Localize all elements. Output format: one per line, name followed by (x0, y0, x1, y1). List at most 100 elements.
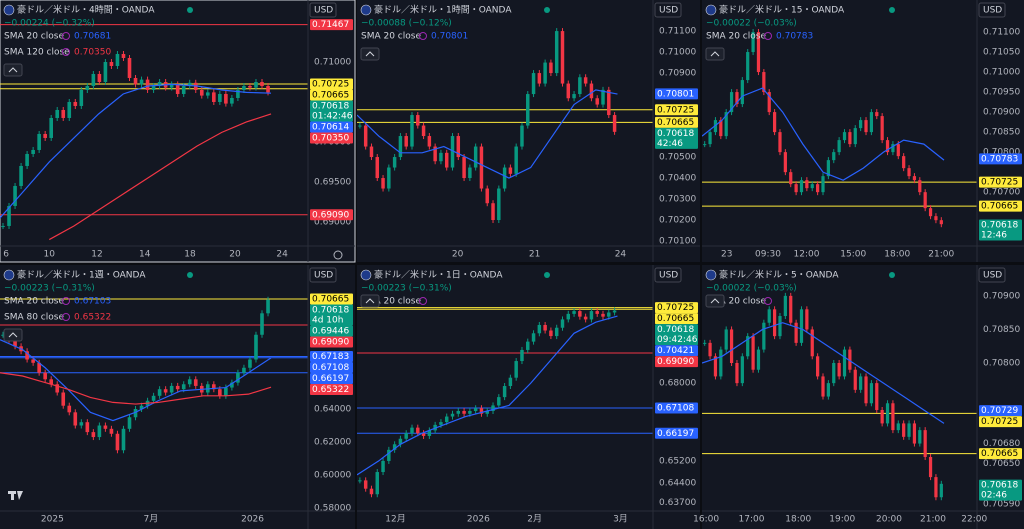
collapse-button[interactable] (3, 63, 23, 77)
price-tag-label: 0.70665 (657, 314, 694, 324)
panel-background (0, 0, 356, 263)
collapse-icon (365, 51, 375, 57)
indicator-value: 0.70801 (431, 32, 468, 42)
x-tick-label: 18 (184, 250, 196, 260)
logo-part (17, 491, 23, 500)
price-tag-label: 0.66197 (657, 429, 694, 439)
price-tag (310, 78, 353, 90)
sma-line (48, 113, 272, 241)
x-tick-label: 09:30 (755, 250, 781, 260)
currency-button[interactable] (978, 267, 1006, 283)
symbol-flag (3, 269, 15, 281)
currency-label: USD (314, 6, 333, 16)
collapse-button[interactable] (705, 47, 725, 61)
chart-title: 豪ドル／米ドル・1日・OANDA (374, 269, 503, 281)
currency-button[interactable] (309, 2, 337, 18)
chart-panel: 0.71100 0.71050 0.71000 0.70950 0.70900 0.708… (702, 0, 1024, 262)
y-tick-label: 0.70400 (659, 174, 696, 184)
currency-button[interactable] (654, 2, 682, 18)
price-tag (979, 448, 1022, 460)
price-tag (655, 88, 698, 100)
indicator-value: 0.70350 (74, 48, 111, 58)
collapse-button[interactable] (705, 294, 725, 308)
price-tag-label: 0.70725 (981, 417, 1018, 427)
price-tag-note: 4d 10h (312, 316, 343, 326)
collapse-button[interactable] (3, 328, 23, 342)
price-tag-label: 0.70725 (981, 178, 1018, 188)
chart-panel: 0.680000.640000.620000.600000.580000.706… (0, 265, 355, 529)
currency-button[interactable] (978, 2, 1006, 18)
y-tick-label: 0.70900 (659, 69, 696, 79)
x-tick-label: 20 (229, 250, 241, 260)
indicator-value: 0.70783 (776, 32, 813, 42)
chart-title: 豪ドル／米ドル・15・OANDA (719, 4, 845, 16)
price-tag (655, 427, 698, 439)
y-tick-label: 0.65200 (659, 456, 696, 466)
price-tag (979, 479, 1022, 501)
currency-button[interactable] (654, 267, 682, 283)
settings-icon[interactable] (333, 250, 343, 260)
y-tick-label: 0.70500 (659, 153, 696, 163)
panel-background (702, 265, 1024, 529)
price-tag-label: 0.70665 (312, 295, 349, 305)
price-tag-label: 0.69090 (312, 210, 349, 220)
price-tag-label: 0.70618 (981, 220, 1018, 230)
y-tick-label: 0.64000 (314, 405, 351, 415)
price-change: −0.00223 (−0.31%) (4, 284, 95, 294)
plot-area (702, 29, 977, 228)
indicator-icon (419, 32, 427, 40)
price-tag (310, 304, 353, 326)
status-dot (544, 7, 550, 13)
status-dot (544, 272, 550, 278)
price-tag-label: 0.70665 (657, 118, 694, 128)
indicator-name: SMA 20 close (706, 297, 766, 307)
collapse-icon (710, 298, 720, 304)
price-tag (655, 127, 698, 149)
symbol-flag (705, 4, 717, 16)
price-tag-label: 0.67108 (312, 363, 349, 373)
price-tag (310, 383, 353, 395)
price-tag-label: 0.69446 (312, 327, 349, 337)
plot-area (0, 296, 308, 454)
collapse-icon (710, 51, 720, 57)
y-tick-label: 0.70800 (983, 148, 1020, 158)
plot-area (357, 307, 653, 498)
indicator-icon (62, 313, 70, 321)
y-tick-label: 0.70900 (983, 291, 1020, 301)
panel-background (702, 0, 1024, 262)
price-tag-label: 0.70618 (312, 306, 349, 316)
collapse-button[interactable] (360, 294, 380, 308)
x-tick-label: 24 (276, 250, 288, 260)
logo-part (11, 491, 14, 500)
y-tick-label: 0.71000 (659, 48, 696, 58)
collapse-button[interactable] (360, 47, 380, 61)
y-tick-label: 0.62000 (314, 438, 351, 448)
panel-background (0, 265, 355, 529)
sma-line (357, 315, 618, 476)
indicator-value: 0.65322 (74, 313, 111, 323)
price-tag (979, 200, 1022, 212)
price-tag-label: 0.70725 (657, 105, 694, 115)
price-tag-label: 0.71467 (312, 20, 349, 30)
indicator-value: 0.70681 (74, 32, 111, 42)
price-tag (310, 209, 353, 221)
price-tag (655, 324, 698, 346)
currency-label: USD (659, 271, 678, 281)
y-tick-label: 0.70650 (983, 459, 1020, 469)
y-tick-label: 0.70300 (659, 195, 696, 205)
price-tag-label: 0.65322 (312, 385, 349, 395)
plot-area (357, 28, 653, 224)
y-tick-label: 0.70200 (659, 216, 696, 226)
indicator-value: 0.67103 (74, 297, 111, 307)
y-tick-label: 0.68000 (659, 379, 696, 389)
price-tag (310, 361, 353, 373)
y-tick-label: 0.70900 (983, 108, 1020, 118)
currency-button[interactable] (309, 267, 337, 283)
price-tag-label: 0.69090 (657, 357, 694, 367)
x-tick-label: 23 (721, 250, 732, 260)
price-tag (655, 116, 698, 128)
x-tick-label: 7月 (144, 514, 159, 525)
plot-area (0, 24, 308, 241)
y-tick-label: 0.70850 (983, 325, 1020, 335)
